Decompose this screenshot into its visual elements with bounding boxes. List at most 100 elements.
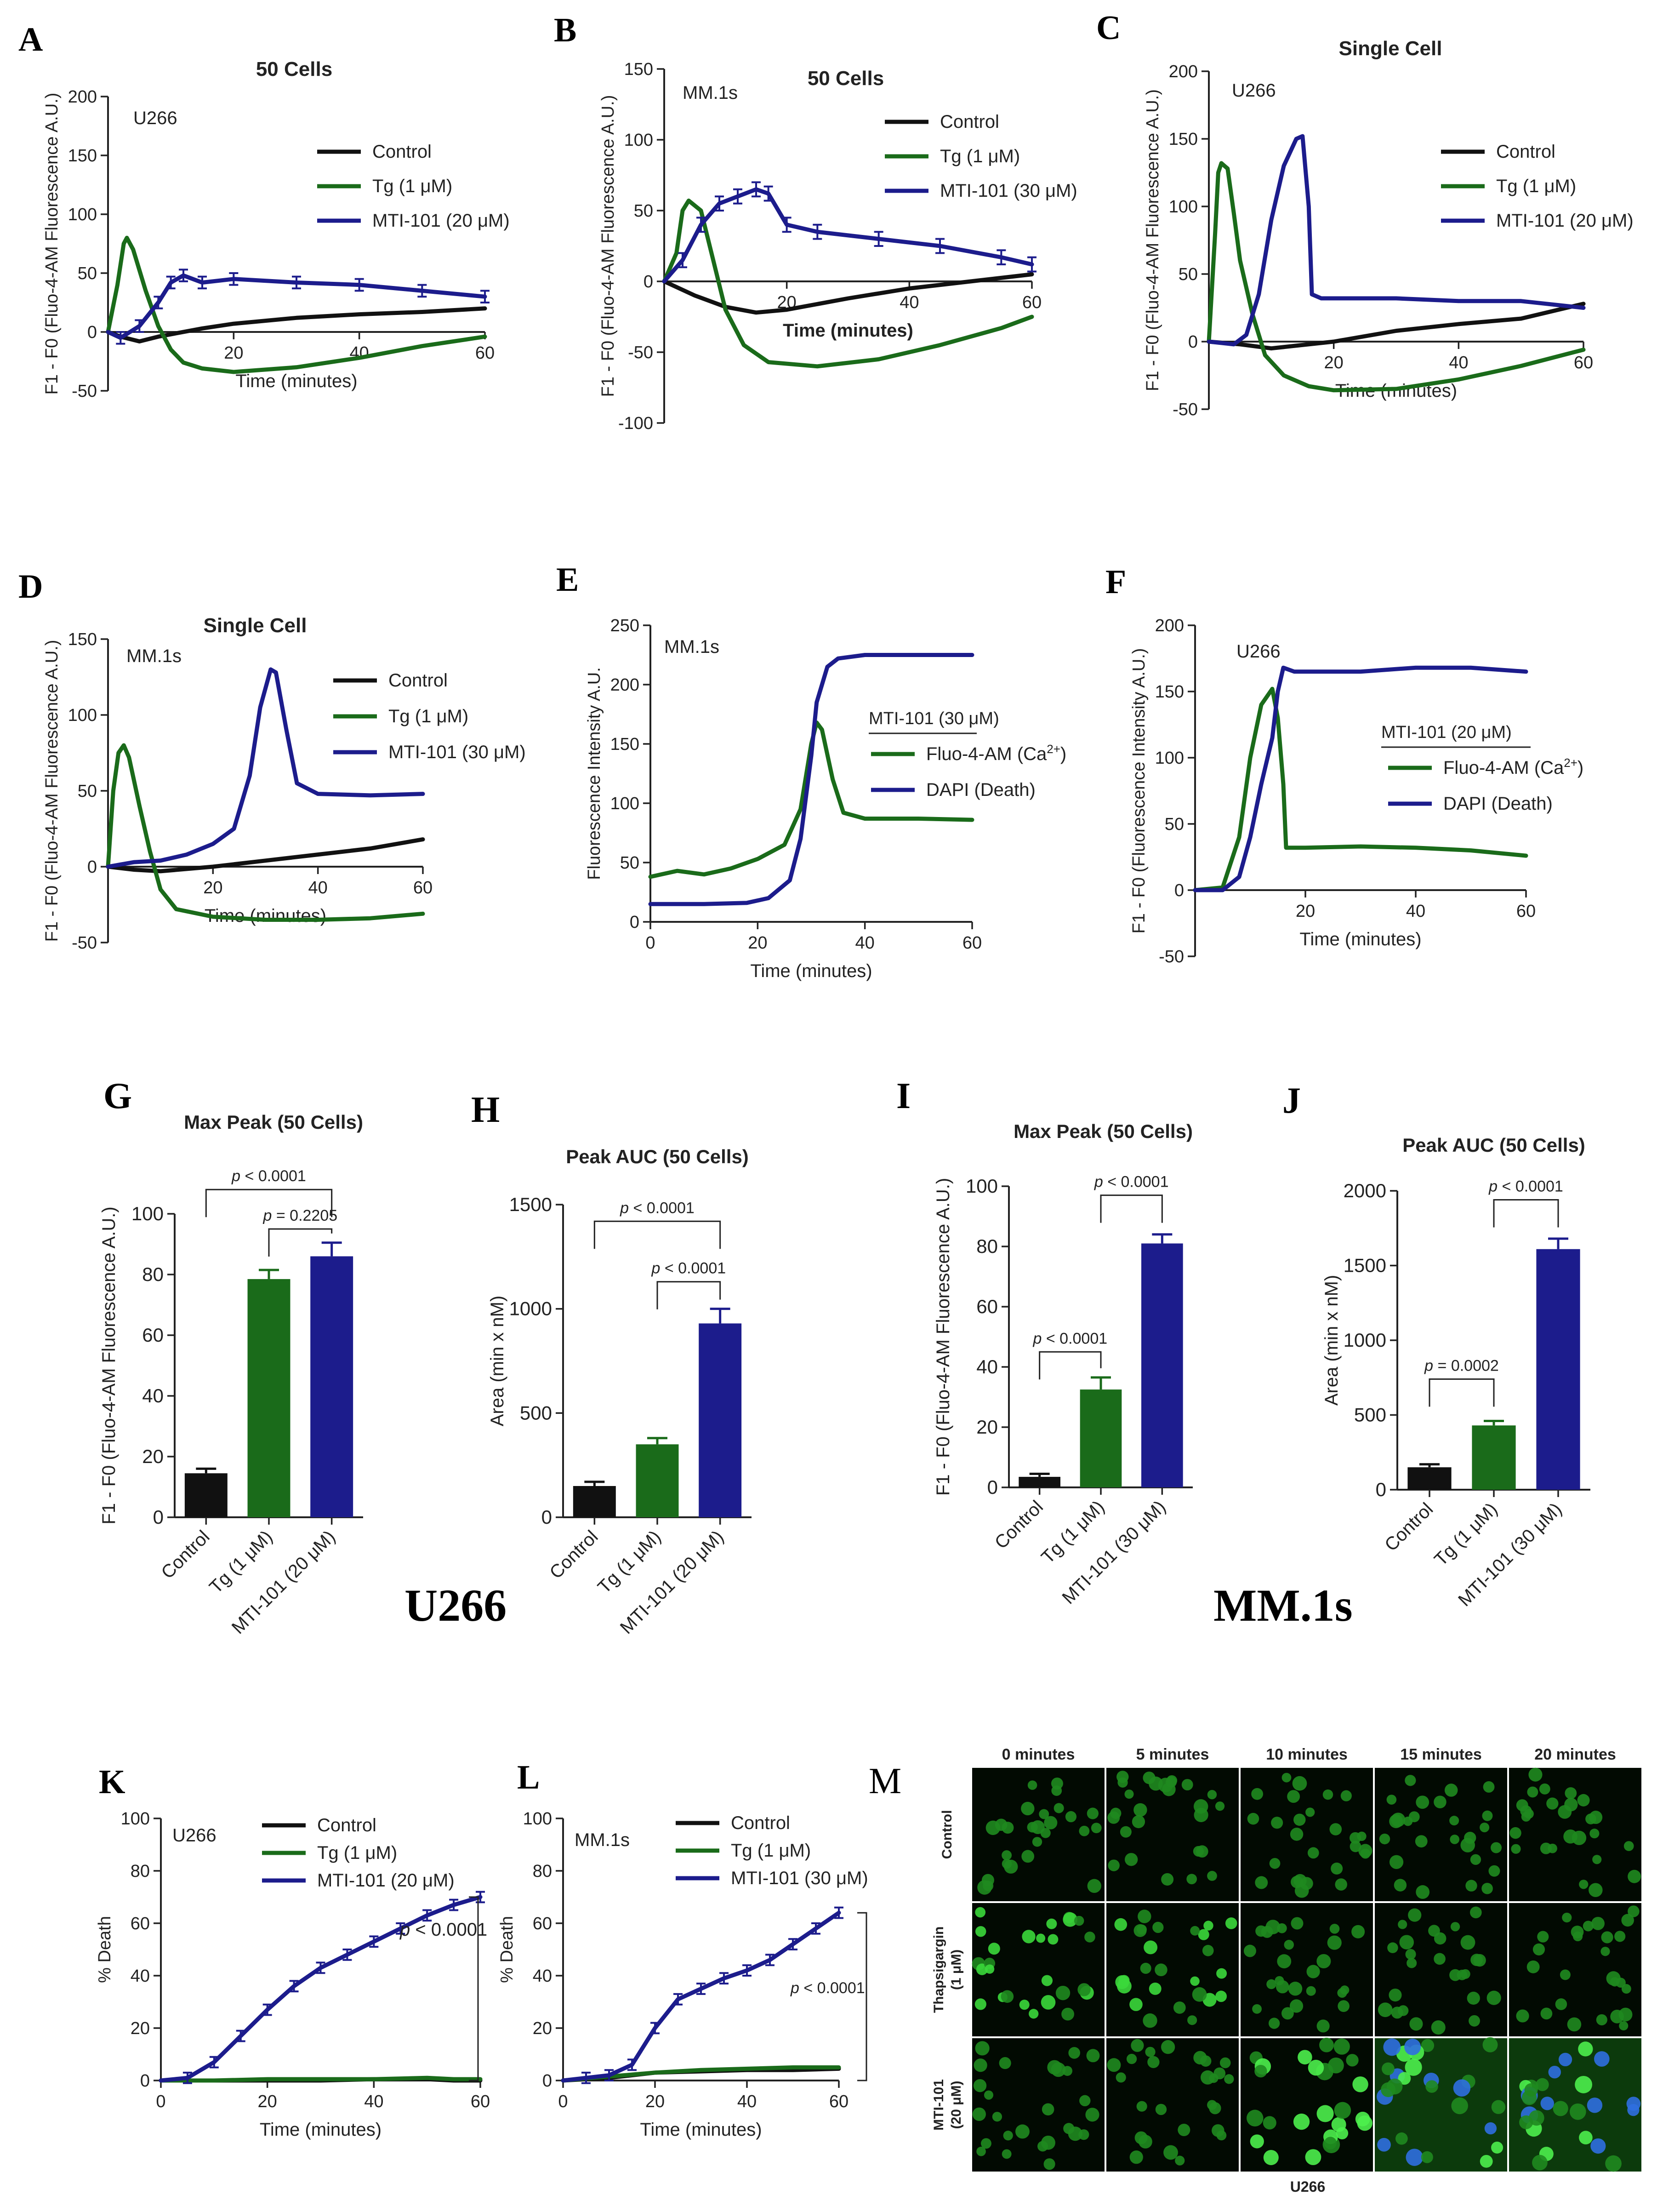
p-letter: p bbox=[231, 1167, 240, 1185]
p-text: < 0.0001 bbox=[1042, 1330, 1107, 1347]
micrograph-footer: U266 bbox=[1290, 2178, 1326, 2195]
cell-dot bbox=[1316, 2105, 1334, 2122]
legend-title: MTI-101 (20 μM) bbox=[1381, 723, 1512, 742]
cell-dot bbox=[1137, 1924, 1147, 1935]
cell-dot bbox=[1416, 1885, 1430, 1899]
p-letter: p bbox=[1032, 1330, 1042, 1347]
cell-dot bbox=[1387, 1942, 1398, 1954]
cell-dot bbox=[1290, 1828, 1304, 1841]
cell-dot bbox=[1614, 1931, 1626, 1942]
x-tick-label: 20 bbox=[645, 2092, 665, 2111]
cell-dot bbox=[1601, 1931, 1613, 1943]
legend-label: Control bbox=[731, 1813, 790, 1833]
x-axis-label: Time (minutes) bbox=[260, 2120, 382, 2140]
legend-label: Tg (1 μM) bbox=[940, 146, 1020, 166]
row-label-line: Thapsigargin bbox=[931, 1926, 946, 2013]
cell-dot bbox=[1589, 1829, 1600, 1839]
y-tick-label: 100 bbox=[1155, 749, 1184, 768]
cell-dot bbox=[1063, 1912, 1077, 1927]
p-value: p < 0.0001 bbox=[1094, 1173, 1169, 1191]
x-axis-label: Time (minutes) bbox=[640, 2120, 762, 2140]
y-tick-label: -50 bbox=[72, 933, 97, 953]
cell-dot bbox=[1383, 2038, 1401, 2056]
row-label-line: MTI-101 bbox=[931, 2079, 946, 2131]
cell-line-label: U266 bbox=[172, 1825, 216, 1846]
y-tick-label: 100 bbox=[523, 1809, 552, 1829]
y-axis-label: Fluorescence Intensity A.U. bbox=[585, 667, 604, 880]
cell-dot bbox=[1261, 1926, 1273, 1938]
panel-letter: C bbox=[1096, 9, 1121, 47]
chart-panel-K: K U266 0 20 40 60 80 100 0 20 40 60 Time (minutes) % … bbox=[95, 1763, 490, 2140]
cell-dot bbox=[1408, 1811, 1420, 1823]
y-tick-label: 80 bbox=[976, 1235, 998, 1257]
p-text: < 0.0001 bbox=[410, 1920, 487, 1940]
x-tick-label: 60 bbox=[471, 2092, 490, 2111]
cell-dot bbox=[1628, 1869, 1641, 1883]
cell-dot bbox=[1192, 1987, 1207, 2002]
panel-letter: F bbox=[1105, 563, 1126, 601]
cell-dot bbox=[1628, 1905, 1640, 1917]
cell-dot bbox=[1145, 2046, 1156, 2057]
cell-dot bbox=[1558, 2052, 1572, 2067]
y-axis-label: F1 - F0 (Fluo-4-AM Fluorescence A.U.) bbox=[1143, 89, 1162, 391]
cell-dot bbox=[1216, 1968, 1227, 1979]
comparison-bracket bbox=[268, 1228, 333, 1257]
p-text: < 0.0001 bbox=[660, 1260, 726, 1277]
cell-dot bbox=[1327, 1935, 1342, 1950]
cell-dot bbox=[1338, 2000, 1350, 2012]
cell-dot bbox=[1457, 1970, 1468, 1980]
cell-dot bbox=[1621, 1984, 1631, 1994]
cell-dot bbox=[1281, 1772, 1292, 1783]
cell-dot bbox=[1425, 2080, 1438, 2093]
cell-dot bbox=[1404, 2038, 1421, 2056]
legend-label: MTI-101 (20 μM) bbox=[372, 211, 510, 231]
cell-dot bbox=[1289, 1999, 1304, 2013]
category-label: Control bbox=[991, 1497, 1047, 1553]
cell-line-label: MM.1s bbox=[126, 646, 182, 666]
cell-dot bbox=[1536, 2078, 1549, 2092]
cell-dot bbox=[1335, 1878, 1347, 1891]
cell-dot bbox=[1129, 2150, 1143, 2164]
panel-letter: I bbox=[896, 1076, 911, 1116]
cell-dot bbox=[1209, 2102, 1221, 2115]
y-axis-label: F1 - F0 (Fluo-4-AM Fluorescence A.U.) bbox=[933, 1178, 953, 1496]
cell-dot bbox=[1004, 1859, 1018, 1874]
row-label: Control bbox=[940, 1810, 955, 1859]
cell-dot bbox=[1591, 1917, 1605, 1930]
y-tick-label: 200 bbox=[1155, 616, 1184, 635]
cell-dot bbox=[1048, 1934, 1059, 1945]
bar-mti bbox=[699, 1323, 742, 1517]
cell-dot bbox=[1129, 1998, 1143, 2011]
cell-dot bbox=[1521, 2090, 1537, 2105]
cell-dot bbox=[1134, 2131, 1148, 2144]
cell-dot bbox=[1306, 1986, 1316, 1996]
cell-dot bbox=[1484, 2122, 1497, 2135]
cell-line-label: U266 bbox=[1236, 641, 1281, 662]
cell-dot bbox=[1532, 1943, 1545, 1955]
cell-dot bbox=[1464, 1831, 1476, 1844]
cell-dot bbox=[1022, 1930, 1036, 1943]
cell-dot bbox=[972, 2107, 986, 2121]
chart-panel-E: E MM.1s 0 50 100 150 200 250 0 20 40 60 Time (minute… bbox=[556, 561, 1066, 981]
cell-dot bbox=[1147, 2056, 1160, 2069]
x-tick-label: 60 bbox=[1516, 902, 1536, 921]
legend-label: MTI-101 (30 μM) bbox=[731, 1868, 868, 1888]
y-tick-label: 0 bbox=[542, 2071, 552, 2091]
y-tick-label: 50 bbox=[78, 264, 97, 283]
series-line-fluo bbox=[1193, 686, 1528, 892]
bar-control bbox=[573, 1486, 616, 1517]
cell-dot bbox=[1511, 1844, 1521, 1854]
cell-dot bbox=[1346, 2054, 1359, 2067]
y-tick-label: 80 bbox=[131, 1862, 150, 1881]
cell-dot bbox=[1019, 2000, 1030, 2010]
cell-dot bbox=[976, 2146, 986, 2156]
comparison-bracket bbox=[1429, 1378, 1495, 1407]
category-label: MTI-101 (30 μM) bbox=[1058, 1497, 1169, 1608]
cell-dot bbox=[1509, 1827, 1521, 1839]
cell-dot bbox=[1421, 2151, 1433, 2163]
cell-dot bbox=[988, 1943, 1000, 1955]
cell-dot bbox=[1329, 1924, 1340, 1934]
legend-label: Tg (1 μM) bbox=[388, 706, 468, 726]
y-tick-label: 100 bbox=[1169, 197, 1198, 217]
